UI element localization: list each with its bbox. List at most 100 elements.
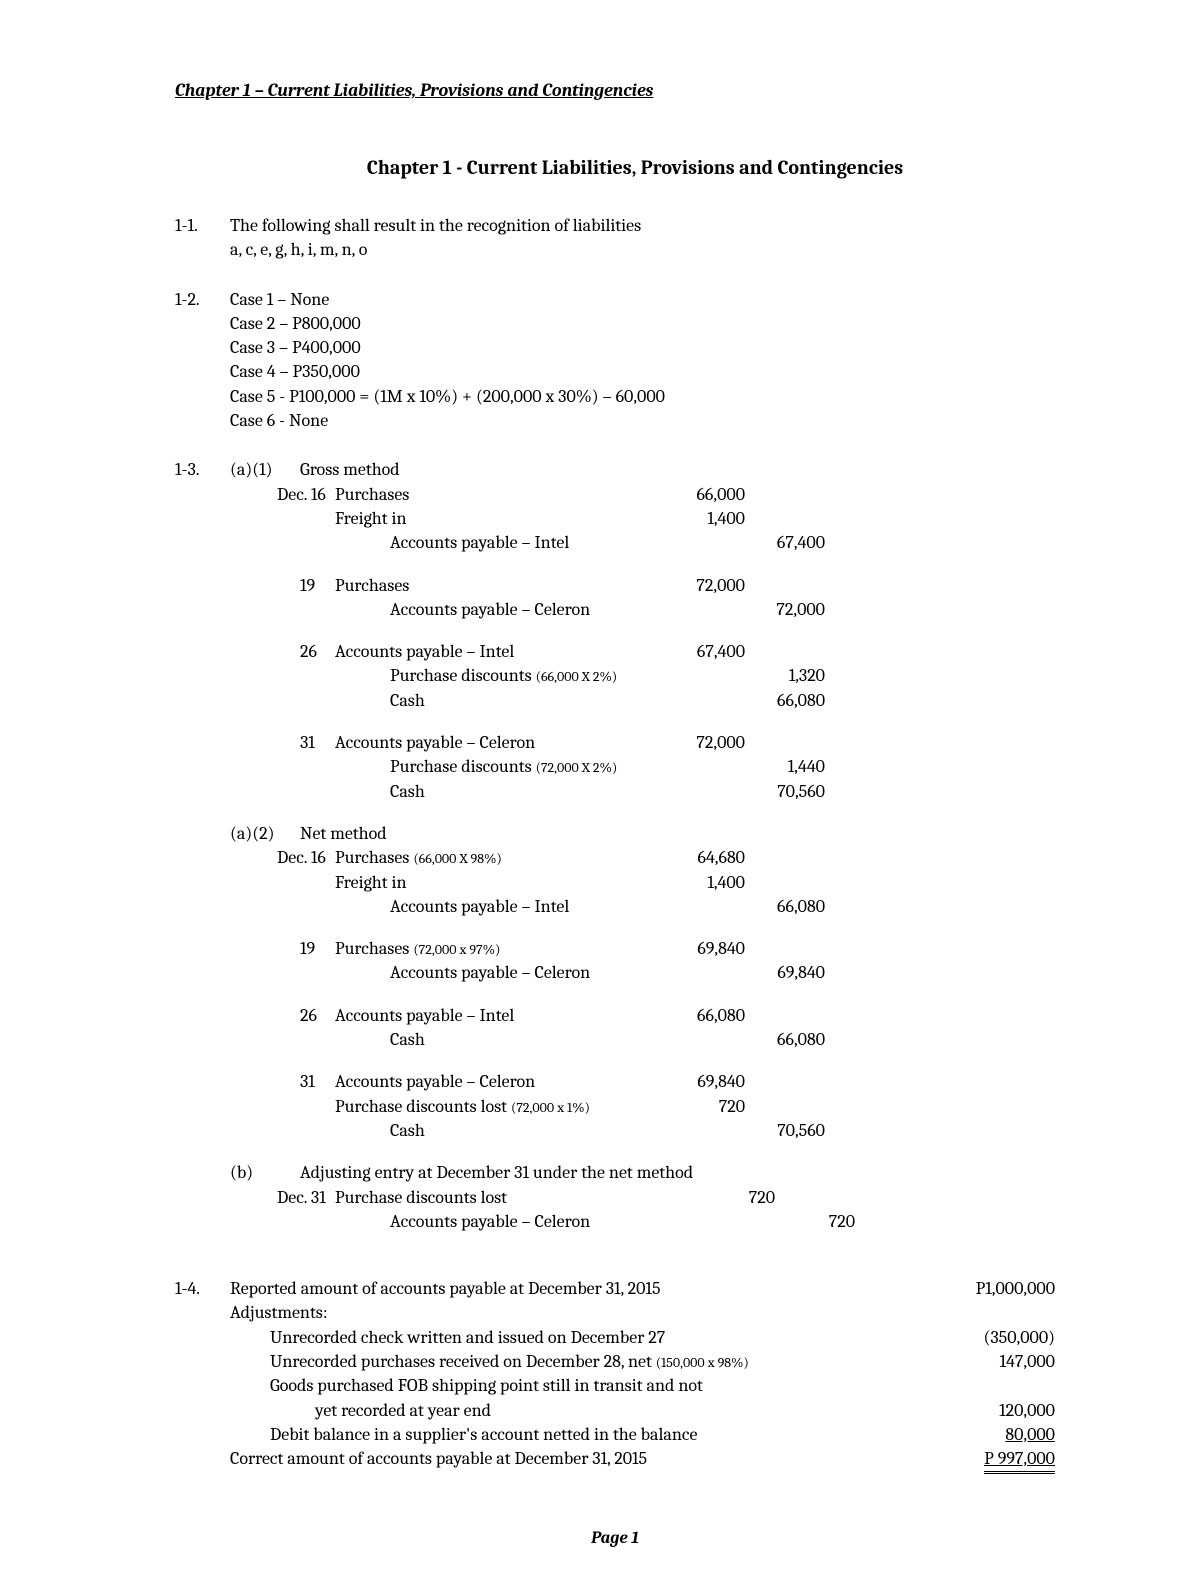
line-desc: Reported amount of accounts payable at D… (230, 1277, 925, 1301)
account-name: Purchases (335, 574, 665, 598)
credit-amount: 720 (775, 1210, 855, 1234)
calc-note: (66,000 X 98%) (413, 850, 502, 867)
chapter-title: Chapter 1 - Current Liabilities, Provisi… (175, 156, 1055, 179)
account-name: Accounts payable – Intel (335, 531, 665, 555)
debit-amount: 69,840 (665, 937, 745, 961)
journal-entry: 31Accounts payable – Celeron72,000 Purch… (300, 731, 1055, 804)
line-desc: Unrecorded purchases received on Decembe… (230, 1350, 925, 1374)
credit-amount: 66,080 (745, 1028, 825, 1052)
subpart-a2: (a)(2) Net method (230, 822, 1055, 846)
page: Chapter 1 – Current Liabilities, Provisi… (0, 0, 1200, 1588)
line-desc: Unrecorded check written and issued on D… (230, 1326, 925, 1350)
entry-date: Dec. 16 (277, 483, 335, 507)
debit-amount: 72,000 (665, 574, 745, 598)
case-line: Case 6 - None (230, 409, 1055, 433)
account-name: Purchase discounts lost (335, 1187, 507, 1208)
account-name: Cash (335, 1028, 665, 1052)
line-desc: yet recorded at year end (230, 1399, 925, 1423)
subpart-label: (a)(1) (230, 458, 300, 482)
debit-amount: 720 (665, 1095, 745, 1119)
account-name: Accounts payable – Celeron (335, 961, 665, 985)
journal-entry: 26Accounts payable – Intel66,080 Cash66,… (300, 1004, 1055, 1053)
calc-note: (72,000 x 1%) (511, 1099, 590, 1116)
line-desc: Correct amount of accounts payable at De… (230, 1447, 925, 1474)
account-name: Accounts payable – Celeron (335, 598, 665, 622)
credit-amount: 1,320 (745, 664, 825, 688)
running-header: Chapter 1 – Current Liabilities, Provisi… (175, 80, 1055, 101)
journal-entry: 19Purchases (72,000 x 97%) 69,840 Account… (300, 937, 1055, 986)
account-name: Purchases (335, 847, 413, 868)
entry-date: 31 (300, 731, 335, 755)
account-name: Accounts payable – Intel (335, 895, 665, 919)
question-number: 1-4. (175, 1277, 230, 1474)
account-name: Cash (335, 1119, 665, 1143)
line-amount: 147,000 (925, 1350, 1055, 1374)
account-name: Accounts payable – Intel (335, 640, 665, 664)
entry-date: 19 (300, 574, 335, 598)
subpart-b: (b) Adjusting entry at December 31 under… (230, 1161, 1055, 1185)
credit-amount: 72,000 (745, 598, 825, 622)
journal-entry: 31Accounts payable – Celeron69,840 Purch… (300, 1070, 1055, 1143)
calc-note: (66,000 X 2%) (536, 668, 618, 685)
credit-amount: 1,440 (745, 755, 825, 779)
account-name: Purchase discounts lost (335, 1096, 511, 1117)
case-line: Case 5 - P100,000 = (1M x 10%) + (200,00… (230, 385, 1055, 409)
account-name: Purchase discounts (390, 665, 536, 686)
question-number: 1-1. (175, 214, 230, 263)
journal-entry: Dec. 31Purchase discounts lost720 Accoun… (300, 1186, 1055, 1235)
account-name: Accounts payable – Celeron (335, 1210, 695, 1234)
question-number: 1-3. (175, 458, 230, 1252)
account-name: Accounts payable – Intel (335, 1004, 665, 1028)
debit-amount: 66,080 (665, 1004, 745, 1028)
subpart-title: Gross method (300, 458, 400, 482)
line-desc: Adjustments: (230, 1301, 925, 1325)
credit-amount: 69,840 (745, 961, 825, 985)
subpart-title: Net method (300, 822, 387, 846)
entry-date: 19 (300, 937, 335, 961)
subpart-label: (b) (230, 1161, 300, 1185)
line-amount: 120,000 (925, 1399, 1055, 1423)
calc-note: (72,000 x 97%) (413, 941, 500, 958)
journal-entry: Dec. 16Purchases66,000 Freight in1,400 A… (300, 483, 1055, 556)
entry-date: Dec. 16 (277, 846, 335, 870)
question-answers: a, c, e, g, h, i, m, n, o (230, 238, 1055, 262)
account-name: Accounts payable – Celeron (335, 731, 665, 755)
account-name: Purchases (335, 484, 409, 505)
subpart-title: Adjusting entry at December 31 under the… (300, 1161, 693, 1185)
journal-entry: Dec. 16Purchases (66,000 X 98%)64,680 Fr… (300, 846, 1055, 919)
line-amount: P1,000,000 (925, 1277, 1055, 1301)
question-1-2: 1-2. Case 1 – None Case 2 – P800,000 Cas… (175, 288, 1055, 434)
case-line: Case 4 – P350,000 (230, 360, 1055, 384)
subpart-label: (a)(2) (230, 822, 300, 846)
subpart-a1: (a)(1) Gross method (230, 458, 1055, 482)
entry-date: 31 (300, 1070, 335, 1094)
debit-amount: 1,400 (665, 871, 745, 895)
case-line: Case 3 – P400,000 (230, 336, 1055, 360)
line-amount-total: P 997,000 (925, 1447, 1055, 1474)
debit-amount: 720 (695, 1186, 775, 1210)
account-name: Accounts payable – Celeron (335, 1070, 665, 1094)
calc-note: (72,000 X 2%) (536, 759, 618, 776)
line-amount: 80,000 (925, 1423, 1055, 1447)
question-1-4: 1-4. Reported amount of accounts payable… (175, 1277, 1055, 1474)
credit-amount: 66,080 (745, 895, 825, 919)
debit-amount: 66,000 (665, 483, 745, 507)
credit-amount: 70,560 (745, 1119, 825, 1143)
case-line: Case 2 – P800,000 (230, 312, 1055, 336)
question-text: The following shall result in the recogn… (230, 214, 1055, 238)
credit-amount: 70,560 (745, 780, 825, 804)
line-desc: Goods purchased FOB shipping point still… (230, 1374, 925, 1398)
calc-note: (150,000 x 98%) (656, 1354, 749, 1371)
question-number: 1-2. (175, 288, 230, 434)
journal-entry: 26Accounts payable – Intel67,400 Purchas… (300, 640, 1055, 713)
debit-amount: 69,840 (665, 1070, 745, 1094)
line-amount: (350,000) (925, 1326, 1055, 1350)
page-footer: Page 1 (175, 1529, 1055, 1548)
account-name: Purchases (335, 938, 413, 959)
account-name: Freight in (335, 871, 665, 895)
account-name: Freight in (335, 507, 665, 531)
line-desc: Debit balance in a supplier's account ne… (230, 1423, 925, 1447)
credit-amount: 67,400 (745, 531, 825, 555)
entry-date: Dec. 31 (277, 1186, 335, 1210)
debit-amount: 1,400 (665, 507, 745, 531)
